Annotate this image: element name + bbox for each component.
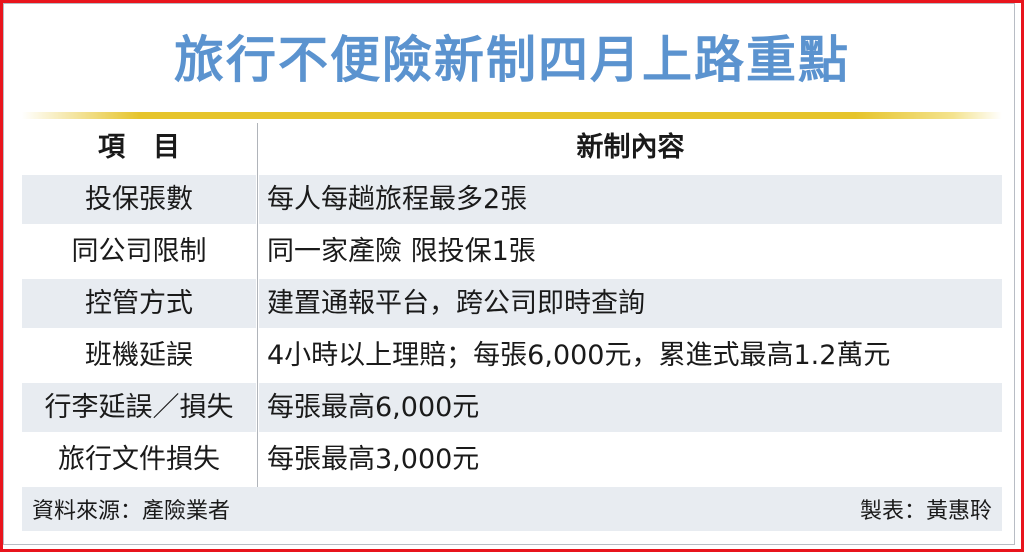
footer-bar: 資料來源：產險業者 製表：黃惠聆: [22, 487, 1002, 531]
row-content: 4小時以上理賠；每張6,000元，累進式最高1.2萬元: [267, 340, 891, 371]
row-content: 每人每趟旅程最多2張: [259, 175, 1002, 224]
row-content: 建置通報平台，跨公司即時查詢: [259, 279, 1002, 328]
column-divider: [256, 175, 259, 227]
column-divider: [256, 435, 259, 487]
row-item: 行李延誤／損失: [22, 383, 256, 432]
inner-border: [3, 3, 1015, 545]
table-row: 控管方式 建置通報平台，跨公司即時查詢: [22, 279, 1002, 331]
page-title: 旅行不便險新制四月上路重點: [174, 31, 850, 89]
column-divider: [256, 279, 259, 331]
table-row: 投保張數 每人每趟旅程最多2張: [22, 175, 1002, 227]
row-item: 控管方式: [22, 279, 256, 328]
header-item: 項目: [98, 132, 208, 163]
author-note: 製表：黃惠聆: [859, 499, 992, 524]
table-row: 行李延誤／損失 每張最高6,000元: [22, 383, 1002, 435]
column-divider: [256, 331, 259, 383]
column-divider: [256, 123, 259, 175]
row-content: 每張最高6,000元: [259, 383, 1002, 432]
table-header-row: 項目 新制內容: [22, 123, 1002, 175]
title-divider: [22, 112, 1002, 119]
table-row: 旅行文件損失 每張最高3,000元: [22, 435, 1002, 487]
column-divider: [256, 227, 259, 279]
row-item: 旅行文件損失: [58, 444, 220, 475]
row-item: 投保張數: [22, 175, 256, 224]
content-table: 項目 新制內容 投保張數 每人每趟旅程最多2張 同公司限制 同一家產險 限投保1…: [22, 123, 1002, 487]
row-content: 同一家產險 限投保1張: [267, 236, 536, 267]
row-item: 同公司限制: [71, 236, 207, 267]
source-note: 資料來源：產險業者: [32, 499, 231, 524]
row-item: 班機延誤: [85, 340, 193, 371]
row-content: 每張最高3,000元: [267, 444, 480, 475]
header-content: 新制內容: [576, 132, 685, 163]
table-row: 班機延誤 4小時以上理賠；每張6,000元，累進式最高1.2萬元: [22, 331, 1002, 383]
table-row: 同公司限制 同一家產險 限投保1張: [22, 227, 1002, 279]
column-divider: [256, 383, 259, 435]
